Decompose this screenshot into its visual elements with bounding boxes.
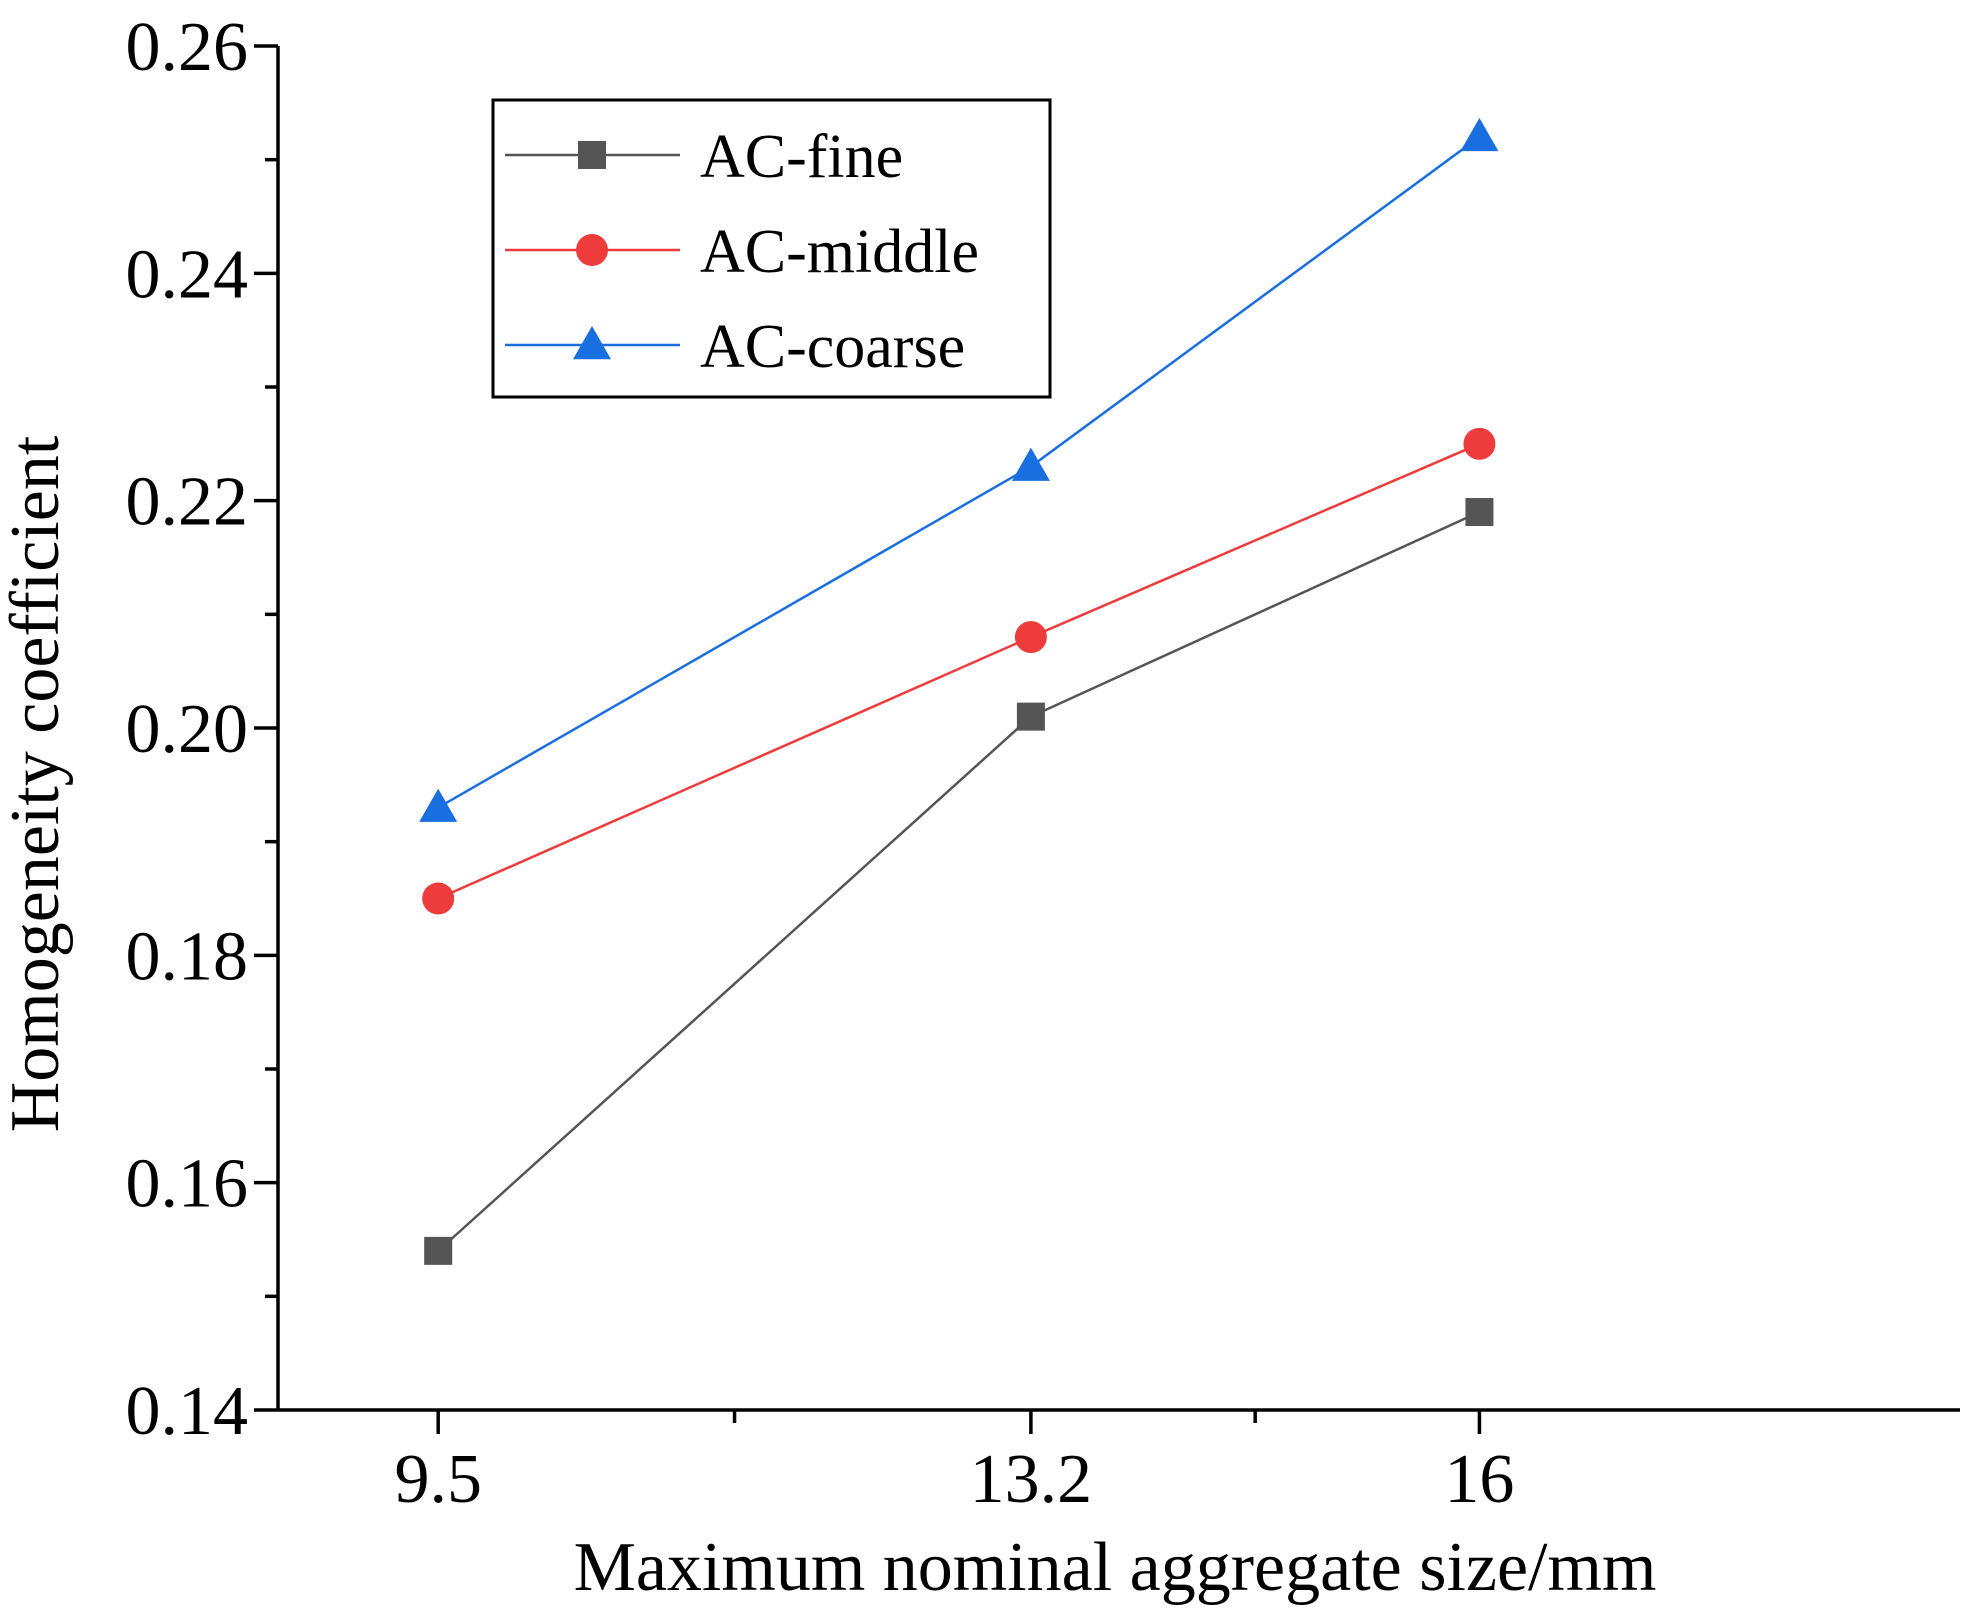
data-point-ac-fine bbox=[1465, 498, 1494, 527]
data-point-ac-coarse bbox=[419, 788, 458, 822]
legend-marker bbox=[576, 234, 608, 266]
y-tick-label: 0.14 bbox=[126, 1373, 249, 1450]
series-ac-middle bbox=[422, 427, 1496, 915]
legend-label: AC-coarse bbox=[700, 313, 965, 381]
series-ac-coarse bbox=[419, 117, 1499, 822]
y-tick-label: 0.22 bbox=[126, 464, 249, 541]
legend-item-ac-middle: AC-middle bbox=[505, 218, 979, 286]
series-layer bbox=[419, 117, 1499, 1265]
x-axis-title: Maximum nominal aggregate size/mm bbox=[574, 1529, 1657, 1606]
data-point-ac-coarse bbox=[1011, 447, 1050, 481]
data-point-ac-middle bbox=[1463, 427, 1496, 460]
data-point-ac-middle bbox=[422, 882, 455, 915]
legend: AC-fine AC-middle AC-coarse bbox=[491, 98, 1052, 399]
y-tick-label: 0.20 bbox=[126, 691, 249, 768]
legend-item-ac-coarse: AC-coarse bbox=[505, 313, 965, 381]
legend-label: AC-fine bbox=[700, 123, 903, 191]
y-tick-label: 0.26 bbox=[126, 9, 249, 86]
axes: 0.14 0.16 0.18 0.20 0.22 0.24 0.26 9.5 13.2 16 bbox=[126, 9, 1960, 1518]
legend-item-ac-fine: AC-fine bbox=[505, 123, 903, 191]
y-tick-label: 0.18 bbox=[126, 918, 249, 995]
y-tick-label: 0.16 bbox=[126, 1146, 249, 1223]
legend-marker bbox=[573, 326, 611, 360]
data-point-ac-middle bbox=[1014, 621, 1047, 654]
y-axis-title: Homogeneity coefficient bbox=[0, 435, 74, 1132]
legend-marker bbox=[578, 141, 606, 169]
y-tick-label: 0.24 bbox=[126, 236, 249, 313]
legend-label: AC-middle bbox=[700, 218, 979, 286]
x-tick-label: 13.2 bbox=[970, 1441, 1093, 1518]
x-tick-label: 9.5 bbox=[394, 1441, 482, 1518]
series-ac-fine bbox=[424, 498, 1494, 1265]
data-point-ac-fine bbox=[1016, 702, 1045, 731]
data-point-ac-fine bbox=[424, 1236, 453, 1265]
data-point-ac-coarse bbox=[1460, 117, 1499, 152]
x-tick-label: 16 bbox=[1444, 1441, 1514, 1518]
